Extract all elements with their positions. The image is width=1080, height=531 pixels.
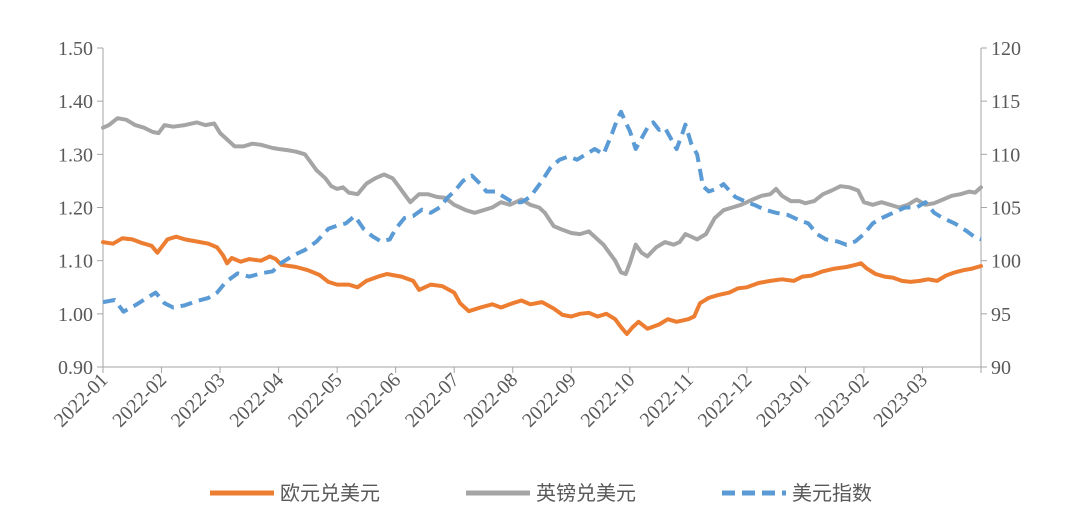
legend-label-1: 英镑兑美元 — [536, 481, 636, 505]
x-ticks: 2022-012022-022022-032022-042022-052022-… — [50, 367, 982, 432]
right-y-ticks: 90 95 100 105 110 115 120 — [981, 38, 1021, 379]
left-tick-label: 1.30 — [58, 144, 93, 166]
x-tick-label: 2023-03 — [869, 369, 932, 432]
left-tick-label: 0.90 — [58, 357, 93, 379]
left-tick-label: 1.50 — [58, 38, 93, 60]
right-tick-label: 105 — [991, 198, 1021, 220]
right-tick-label: 110 — [991, 144, 1020, 166]
x-tick-label: 2022-08 — [460, 369, 523, 432]
left-tick-label: 1.10 — [58, 251, 93, 273]
legend: 欧元兑美元 英镑兑美元 美元指数 — [210, 481, 872, 505]
series-lines — [101, 109, 983, 336]
x-tick-label: 2022-10 — [577, 369, 640, 432]
right-tick-label: 120 — [991, 38, 1021, 60]
left-tick-label: 1.20 — [58, 198, 93, 220]
right-tick-label: 95 — [991, 304, 1011, 326]
x-tick-label: 2022-11 — [636, 369, 698, 431]
series-line-0 — [101, 234, 983, 336]
x-tick-label: 2022-06 — [343, 369, 406, 432]
legend-label-0: 欧元兑美元 — [280, 481, 380, 505]
series-line-1 — [101, 116, 983, 276]
x-tick-label: 2022-07 — [401, 369, 464, 432]
legend-label-2: 美元指数 — [792, 481, 872, 505]
right-tick-label: 115 — [991, 91, 1020, 113]
x-tick-label: 2023-02 — [811, 369, 874, 432]
x-tick-label: 2023-01 — [752, 369, 815, 432]
right-tick-label: 100 — [991, 251, 1021, 273]
x-tick-label: 2022-02 — [108, 369, 171, 432]
x-tick-label: 2022-03 — [167, 369, 230, 432]
right-tick-label: 90 — [991, 357, 1011, 379]
x-tick-label: 2022-05 — [284, 369, 347, 432]
x-tick-label: 2022-09 — [518, 369, 581, 432]
series-line-2 — [102, 109, 982, 314]
left-tick-label: 1.40 — [58, 91, 93, 113]
left-y-ticks: 0.90 1.00 1.10 1.20 1.30 1.40 1.50 — [58, 38, 103, 379]
plot-area: 0.90 1.00 1.10 1.20 1.30 1.40 1.50 90 95 100 105 1… — [50, 38, 1021, 432]
x-tick-label: 2022-04 — [225, 369, 288, 432]
x-tick-label: 2022-12 — [694, 369, 757, 432]
left-tick-label: 1.00 — [58, 304, 93, 326]
